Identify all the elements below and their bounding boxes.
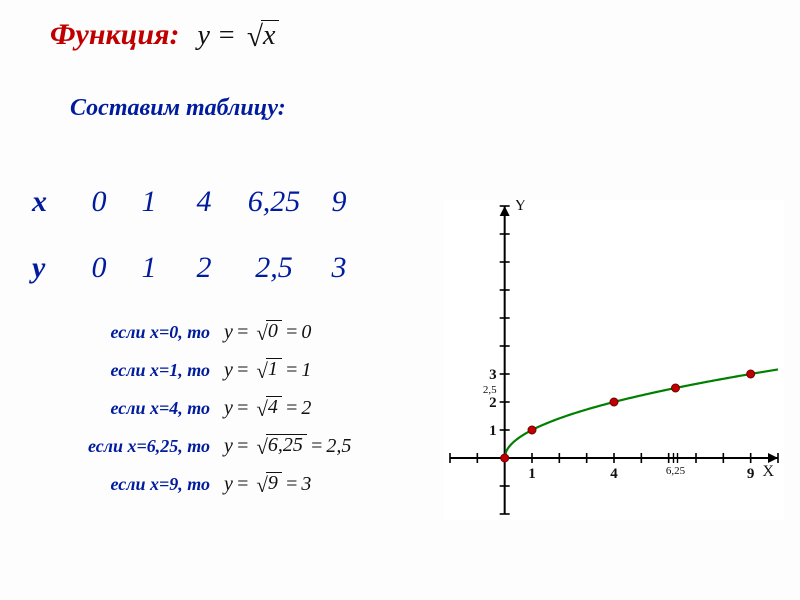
svg-text:1: 1 [489,423,497,439]
condition: если x=4, то [50,398,224,419]
equals: = [285,473,299,496]
radical-sign: √ [256,475,268,496]
result: 1 [301,359,311,382]
radical-sign: √ [256,323,268,344]
svg-text:X: X [762,463,774,480]
cell: 0 [74,185,124,219]
radical-sign: √ [256,437,268,458]
row-head-x: x [32,185,74,219]
equals: = [236,435,250,458]
condition: если x=9, то [50,474,224,495]
cell: 1 [124,251,174,285]
derivation-row: если x=1, тоy=√1=1 [50,358,351,382]
table-row: y 0 1 2 2,5 3 [32,251,364,285]
formula: y = √ x [198,20,280,52]
y-var: y [224,473,233,496]
radical-sign: √ [256,361,268,382]
cell: 3 [314,251,364,285]
table-row: x 0 1 4 6,25 9 [32,185,364,219]
value-table: x 0 1 4 6,25 9 y 0 1 2 2,5 3 [32,185,364,285]
condition: если x=1, то [50,360,224,381]
graph: Y X 1 4 6,25 9 1 22,53 [444,200,784,520]
lhs: y [198,20,210,51]
cell: 2,5 [234,251,314,285]
derivation-row: если x=0, тоy=√0=0 [50,320,351,344]
cell: 1 [124,185,174,219]
equals: = [217,20,236,51]
sqrt: √4 [256,396,282,418]
subtitle: Составим таблицу: [70,95,286,122]
equals: = [236,359,250,382]
title-row: Функция: y = √ x [50,18,279,52]
derivation-list: если x=0, тоy=√0=0если x=1, тоy=√1=1если… [50,320,351,510]
result: 2 [301,397,311,420]
cell: 0 [74,251,124,285]
equals: = [310,435,324,458]
derivation-row: если x=4, тоy=√4=2 [50,396,351,420]
equals: = [236,321,250,344]
cell: 6,25 [234,185,314,219]
y-var: y [224,435,233,458]
svg-text:3: 3 [489,367,497,383]
expression: y=√6,25=2,5 [224,434,351,458]
radicand: 6,25 [266,434,307,456]
graph-svg: Y X 1 4 6,25 9 1 22,53 [444,200,784,520]
sqrt: √9 [256,472,282,494]
equals: = [236,473,250,496]
radical-sign: √ [256,399,268,420]
expression: y=√1=1 [224,358,311,382]
row-head-y: y [32,251,74,285]
sqrt: √ x [247,20,280,50]
svg-text:9: 9 [747,466,755,482]
radicand: x [261,20,279,50]
result: 2,5 [326,435,351,458]
derivation-row: если x=6,25, тоy=√6,25=2,5 [50,434,351,458]
expression: y=√0=0 [224,320,311,344]
title-label: Функция: [50,18,180,52]
expression: y=√4=2 [224,396,311,420]
condition: если x=6,25, то [50,436,224,457]
svg-text:6,25: 6,25 [666,465,686,477]
svg-text:Y: Y [515,200,527,214]
slide: Функция: y = √ x Составим таблицу: x 0 1… [0,0,800,600]
result: 0 [301,321,311,344]
cell: 2 [174,251,234,285]
equals: = [236,397,250,420]
expression: y=√9=3 [224,472,311,496]
sqrt: √0 [256,320,282,342]
y-var: y [224,397,233,420]
y-var: y [224,359,233,382]
condition: если x=0, то [50,322,224,343]
svg-text:4: 4 [610,466,618,482]
svg-text:2: 2 [489,395,497,411]
radical-sign: √ [247,23,263,52]
cell: 4 [174,185,234,219]
equals: = [285,397,299,420]
derivation-row: если x=9, тоy=√9=3 [50,472,351,496]
equals: = [285,359,299,382]
cell: 9 [314,185,364,219]
sqrt: √6,25 [256,434,307,456]
y-var: y [224,321,233,344]
svg-text:1: 1 [528,466,536,482]
svg-text:2,5: 2,5 [483,384,497,396]
equals: = [285,321,299,344]
sqrt: √1 [256,358,282,380]
result: 3 [301,473,311,496]
